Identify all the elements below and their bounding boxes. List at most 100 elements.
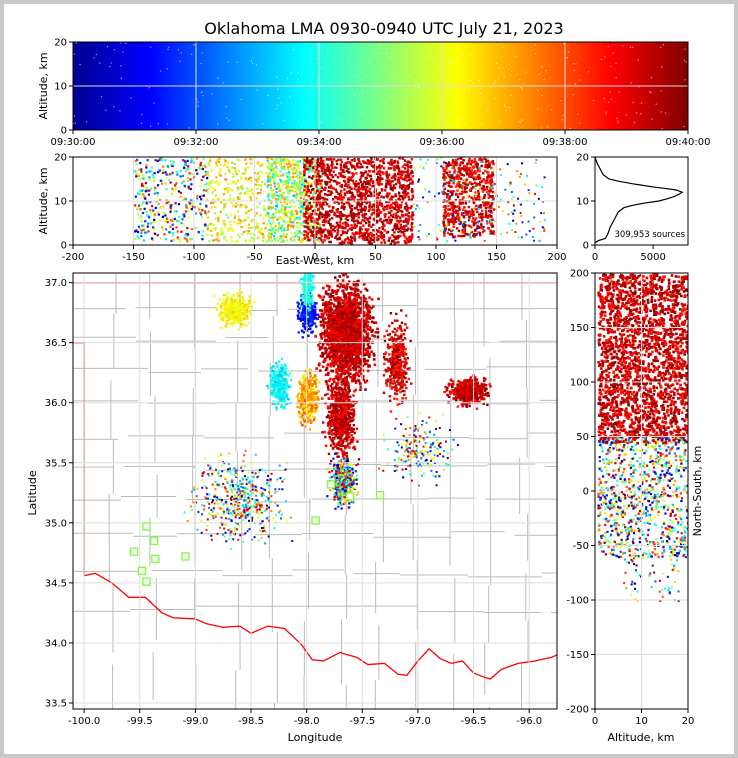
ew-alt-axis-tick-label: 20	[54, 153, 67, 164]
source-point	[289, 220, 292, 223]
source-point	[395, 166, 399, 170]
source-point	[239, 219, 242, 222]
source-point	[468, 215, 471, 218]
source-point	[449, 185, 452, 188]
source-point	[307, 171, 310, 174]
source-point	[294, 196, 297, 200]
source-point	[349, 178, 352, 182]
noise-speck	[201, 52, 203, 54]
source-point	[328, 205, 331, 208]
source-point	[190, 161, 193, 164]
source-point	[210, 206, 213, 209]
source-point	[322, 213, 326, 217]
source-point	[492, 197, 495, 200]
source-point	[283, 168, 286, 171]
source-point	[308, 204, 311, 207]
source-point	[230, 181, 234, 184]
source-point	[352, 368, 356, 371]
source-point	[361, 357, 365, 361]
source-point	[310, 183, 313, 186]
source-point	[399, 173, 402, 176]
source-point	[321, 215, 324, 219]
source-point	[379, 233, 383, 236]
source-point	[361, 194, 365, 197]
source-point	[372, 223, 375, 226]
source-point	[380, 220, 384, 224]
source-point	[271, 162, 274, 165]
source-point	[324, 214, 328, 218]
source-point	[291, 239, 294, 242]
source-point	[486, 185, 489, 189]
noise-speck	[684, 48, 686, 50]
source-point	[409, 206, 412, 210]
source-point	[185, 238, 188, 241]
source-point	[271, 227, 274, 230]
source-point	[154, 159, 157, 162]
source-point	[382, 207, 385, 210]
source-point	[357, 216, 360, 219]
source-point	[427, 233, 430, 236]
source-point	[351, 232, 354, 235]
source-point	[311, 230, 314, 233]
source-point	[486, 177, 489, 180]
source-point	[489, 174, 493, 178]
source-point	[333, 166, 337, 169]
source-point	[214, 205, 217, 209]
source-point	[487, 175, 490, 179]
source-point	[458, 170, 462, 174]
source-point	[436, 158, 439, 161]
source-point	[368, 221, 371, 224]
source-point	[470, 187, 473, 190]
source-point	[324, 182, 328, 186]
source-point	[329, 222, 332, 226]
source-point	[304, 180, 307, 183]
source-point	[305, 230, 308, 233]
source-point	[377, 238, 380, 241]
source-point	[401, 170, 404, 173]
noise-speck	[605, 113, 607, 115]
source-point	[379, 159, 382, 163]
noise-speck	[332, 58, 334, 61]
source-point	[450, 220, 453, 223]
source-point	[463, 225, 466, 228]
source-point	[411, 171, 414, 174]
source-point	[471, 182, 474, 186]
source-point	[450, 194, 453, 197]
source-point	[372, 352, 375, 356]
source-point	[320, 159, 323, 163]
noise-speck	[120, 77, 123, 79]
source-point	[294, 172, 297, 175]
source-point	[376, 331, 380, 334]
source-point	[161, 226, 164, 229]
noise-speck	[119, 110, 121, 112]
source-point	[455, 209, 458, 212]
source-point	[330, 362, 334, 366]
source-point	[239, 205, 242, 208]
source-point	[489, 202, 492, 205]
source-point	[458, 199, 462, 202]
source-point	[328, 193, 331, 197]
source-point	[270, 229, 273, 232]
source-point	[468, 157, 471, 161]
source-point	[328, 177, 331, 181]
source-point	[403, 176, 407, 180]
source-point	[357, 182, 360, 185]
source-point	[327, 220, 330, 223]
source-point	[470, 226, 473, 229]
source-point	[290, 232, 293, 235]
source-point	[350, 163, 353, 167]
source-point	[368, 326, 372, 329]
source-point	[475, 217, 478, 220]
source-point	[447, 208, 450, 211]
source-point	[328, 311, 331, 315]
source-point	[453, 205, 456, 208]
source-point	[357, 159, 361, 163]
source-point	[301, 224, 304, 227]
source-point	[462, 159, 465, 162]
source-point	[148, 170, 151, 173]
source-point	[324, 373, 328, 377]
noise-speck	[508, 64, 510, 66]
source-point	[225, 239, 228, 242]
source-point	[469, 163, 472, 166]
source-point	[361, 192, 365, 196]
